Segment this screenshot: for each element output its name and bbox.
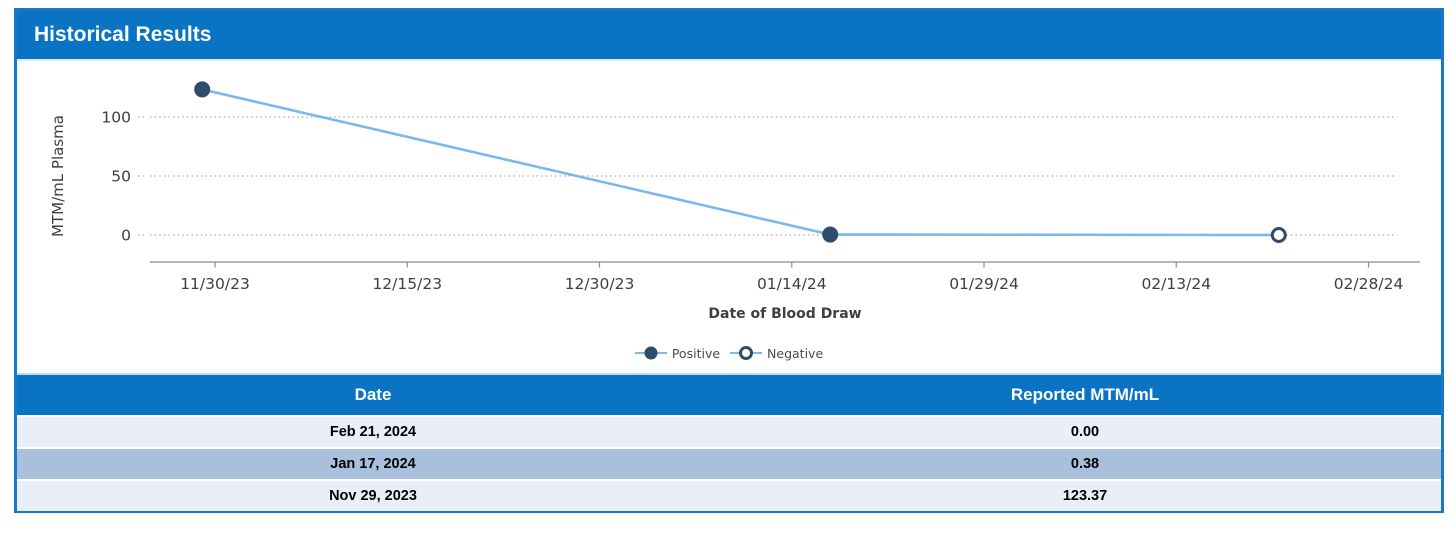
svg-text:02/28/24: 02/28/24 bbox=[1334, 275, 1404, 293]
results-table: Date Reported MTM/mL Feb 21, 2024 0.00 Jan… bbox=[17, 373, 1441, 511]
svg-text:02/13/24: 02/13/24 bbox=[1141, 275, 1211, 293]
svg-text:Date of Blood Draw: Date of Blood Draw bbox=[708, 306, 861, 322]
reported-mtm-column-header: Reported MTM/mL bbox=[729, 374, 1441, 416]
filled-marker-icon bbox=[634, 346, 667, 361]
date-cell: Nov 29, 2023 bbox=[17, 479, 729, 511]
svg-text:01/14/24: 01/14/24 bbox=[757, 275, 827, 293]
table-row: Feb 21, 2024 0.00 bbox=[17, 415, 1441, 448]
reported-value-cell: 123.37 bbox=[729, 479, 1441, 511]
date-cell: Jan 17, 2024 bbox=[17, 447, 729, 480]
svg-text:50: 50 bbox=[111, 168, 131, 186]
table-row: Jan 17, 2024 0.38 bbox=[17, 447, 1441, 480]
date-cell: Feb 21, 2024 bbox=[17, 415, 729, 448]
panel-title: Historical Results bbox=[17, 11, 1441, 61]
reported-value-cell: 0.38 bbox=[729, 447, 1441, 480]
svg-text:100: 100 bbox=[101, 109, 131, 127]
reported-value-cell: 0.00 bbox=[729, 415, 1441, 448]
legend-label: Negative bbox=[767, 345, 824, 361]
historical-results-panel: Historical Results 0 50 100 MTM/mL Plasma 11… bbox=[14, 8, 1444, 513]
svg-text:12/30/23: 12/30/23 bbox=[565, 275, 635, 293]
date-column-header: Date bbox=[17, 374, 729, 416]
open-marker-icon bbox=[730, 346, 763, 361]
chart-legend: Positive Negative bbox=[17, 333, 1441, 373]
table-row: Nov 29, 2023 123.37 bbox=[17, 479, 1441, 511]
svg-text:12/15/23: 12/15/23 bbox=[372, 275, 442, 293]
svg-text:01/29/24: 01/29/24 bbox=[949, 275, 1019, 293]
svg-text:MTM/mL Plasma: MTM/mL Plasma bbox=[49, 115, 67, 237]
chart-section: 0 50 100 MTM/mL Plasma 11/30/23 12/15/23 12/30… bbox=[17, 61, 1441, 373]
svg-text:0: 0 bbox=[121, 227, 131, 245]
table-header-row: Date Reported MTM/mL bbox=[17, 374, 1441, 416]
svg-text:11/30/23: 11/30/23 bbox=[180, 275, 250, 293]
legend-item-negative: Negative bbox=[730, 346, 823, 361]
legend-label: Positive bbox=[671, 345, 721, 361]
legend-item-positive: Positive bbox=[634, 345, 721, 361]
line-chart: 0 50 100 MTM/mL Plasma 11/30/23 12/15/23 12/30… bbox=[49, 81, 1420, 322]
